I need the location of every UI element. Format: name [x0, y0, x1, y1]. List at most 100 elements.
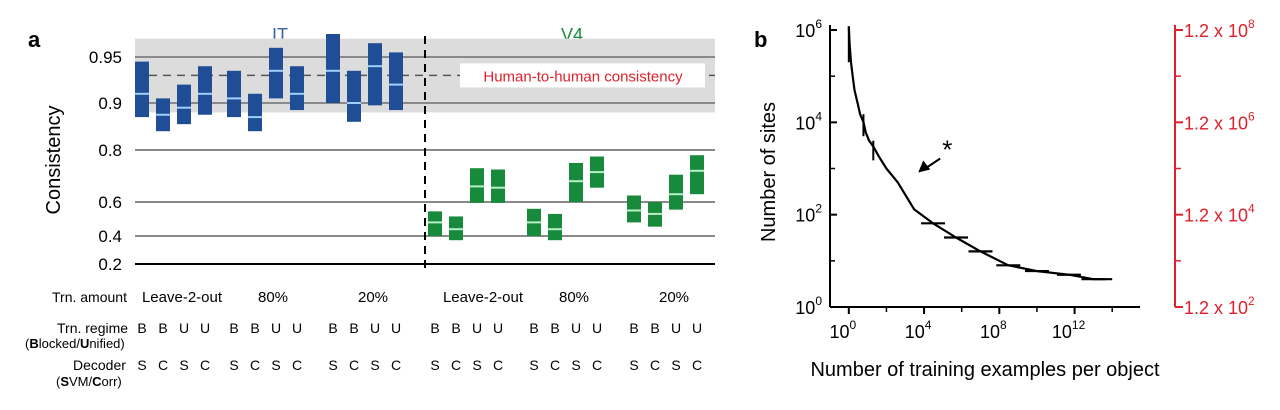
decoder-label: C — [493, 357, 503, 373]
panel-b-label: b — [754, 27, 767, 52]
y-tick-label: 0.9 — [98, 94, 122, 113]
decoder-label: C — [692, 357, 702, 373]
decoder-label: S — [328, 357, 337, 373]
panel-b-axes: 100 102 104 106 100 104 108 1012 1.2 x 102 1.2 x … — [795, 17, 1255, 342]
y-tick-label: 0.2 — [98, 255, 122, 274]
decoder-label: C — [250, 357, 260, 373]
decoder-label: S — [529, 357, 538, 373]
row-label-trn-amount: Trn. amount — [52, 289, 127, 305]
regime-label: U — [671, 320, 681, 336]
panel-a: a IT V4 Consistency 0.950.90.80.60.40.2H… — [25, 25, 715, 389]
annotation-asterisk: * — [942, 135, 952, 165]
right-y-tick-label: 1.2 x 106 — [1184, 109, 1255, 133]
amount-label: 80% — [258, 289, 288, 306]
regime-label: B — [349, 320, 358, 336]
y-tick-label: 100 — [795, 294, 822, 318]
regime-label: U — [493, 320, 503, 336]
box-v4 — [569, 163, 583, 202]
box-v4 — [690, 155, 704, 195]
x-tick-label: 108 — [980, 318, 1007, 342]
amount-label: 20% — [659, 289, 689, 306]
box-it — [326, 34, 340, 103]
panel-a-boxes — [135, 34, 704, 241]
decoder-label: S — [472, 357, 481, 373]
regime-label: B — [250, 320, 259, 336]
panel-b: b Number of sites Number of training exa… — [754, 17, 1255, 381]
row-label-decoder: Decoder — [73, 357, 126, 373]
right-y-tick-label: 1.2 x 108 — [1184, 17, 1255, 41]
decoder-label: C — [550, 357, 560, 373]
x-tick-label: 100 — [829, 318, 856, 342]
decoder-label: S — [430, 357, 439, 373]
decoder-label: C — [200, 357, 210, 373]
box-it — [347, 70, 361, 122]
decoder-label: S — [179, 357, 188, 373]
box-it — [198, 66, 212, 115]
right-y-tick-label: 1.2 x 104 — [1184, 202, 1255, 226]
panel-b-plot: * — [847, 26, 1113, 281]
box-v4 — [428, 211, 442, 236]
box-v4 — [627, 195, 641, 223]
decoder-label: S — [229, 357, 238, 373]
panel-b-x-axis-label: Number of training examples per object — [810, 359, 1160, 381]
regime-label: B — [328, 320, 337, 336]
decoder-label: C — [292, 357, 302, 373]
decoder-label: C — [158, 357, 168, 373]
amount-label: Leave-2-out — [142, 289, 223, 306]
regime-label: B — [529, 320, 538, 336]
regime-label: U — [200, 320, 210, 336]
regime-label: B — [158, 320, 167, 336]
decoder-label: C — [451, 357, 461, 373]
y-tick-label: 0.4 — [98, 227, 122, 246]
decoder-label: C — [592, 357, 602, 373]
box-it — [368, 43, 382, 106]
decoder-label: S — [271, 357, 280, 373]
regime-label: U — [472, 320, 482, 336]
regime-label: B — [650, 320, 659, 336]
human-consistency-label-box — [460, 63, 705, 88]
decoder-label: S — [629, 357, 638, 373]
regime-label: B — [629, 320, 638, 336]
box-it — [389, 52, 403, 111]
regime-label: U — [292, 320, 302, 336]
row-label-trn-regime: Trn. regime — [57, 320, 128, 336]
regime-label: U — [370, 320, 380, 336]
box-it — [290, 66, 304, 111]
panel-a-y-axis-label: Consistency — [43, 106, 65, 215]
box-it — [135, 61, 149, 118]
panel-a-label: a — [28, 27, 41, 52]
regime-label: U — [179, 320, 189, 336]
regime-label: U — [571, 320, 581, 336]
data-line — [847, 26, 1113, 281]
box-it — [269, 47, 283, 99]
regime-label: U — [391, 320, 401, 336]
regime-label: U — [271, 320, 281, 336]
amount-label: 80% — [559, 289, 589, 306]
regime-label: B — [430, 320, 439, 336]
y-tick-label: 0.8 — [98, 141, 122, 160]
amount-label: Leave-2-out — [443, 289, 524, 306]
box-it — [227, 70, 241, 118]
decoder-label: S — [571, 357, 580, 373]
y-tick-label: 0.95 — [89, 48, 122, 67]
x-tick-label: 104 — [905, 318, 932, 342]
x-tick-label: 1012 — [1052, 318, 1086, 342]
box-v4 — [548, 213, 562, 241]
y-tick-label: 102 — [795, 202, 822, 226]
y-tick-label: 0.6 — [98, 193, 122, 212]
panel-a-category-labels: Trn. amount Trn. regime (Blocked/Unified… — [25, 289, 702, 389]
row-label-trn-regime-detail: (Blocked/Unified) — [25, 336, 125, 351]
box-it — [177, 84, 191, 125]
y-tick-label: 104 — [795, 109, 822, 133]
decoder-label: C — [391, 357, 401, 373]
box-it — [248, 93, 262, 132]
human-consistency-label: Human-to-human consistency — [483, 68, 683, 85]
regime-label: B — [137, 320, 146, 336]
decoder-label: S — [137, 357, 146, 373]
regime-label: B — [451, 320, 460, 336]
box-v4 — [491, 169, 505, 203]
row-label-decoder-detail: (SVM/Corr) — [56, 374, 122, 389]
decoder-label: C — [650, 357, 660, 373]
regime-label: U — [592, 320, 602, 336]
